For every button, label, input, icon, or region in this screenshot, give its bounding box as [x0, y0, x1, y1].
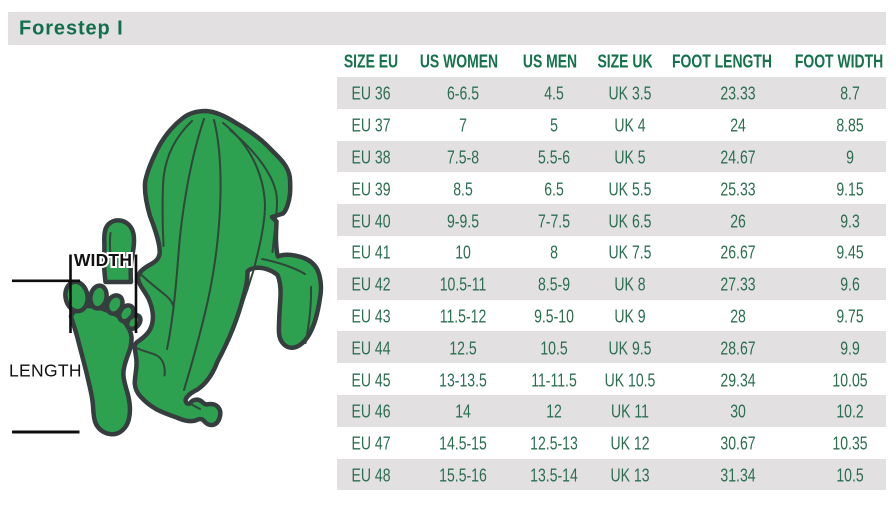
svg-text:WIDTH: WIDTH [74, 250, 132, 270]
svg-text:LENGTH: LENGTH [9, 361, 82, 381]
